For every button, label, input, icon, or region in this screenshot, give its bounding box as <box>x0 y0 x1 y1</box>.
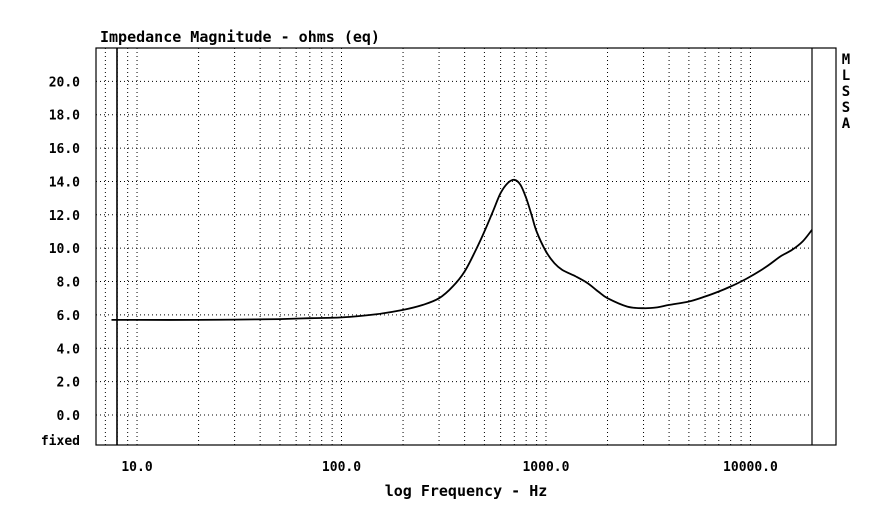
y-tick-label: 18.0 <box>49 109 80 124</box>
x-tick-label: 1000.0 <box>522 460 569 475</box>
y-tick-label: 16.0 <box>49 142 80 157</box>
x-tick-label: 100.0 <box>322 460 361 475</box>
y-tick-labels: 0.0 2.0 4.0 6.0 8.0 10.0 12.0 14.0 16.0 18.0 20.0 <box>49 75 80 424</box>
y-tick-label: 6.0 <box>57 309 81 324</box>
impedance-series-line <box>111 178 813 321</box>
plot-frame <box>95 47 837 446</box>
x-axis-label: log Frequency - Hz <box>385 482 548 500</box>
y-tick-label: 8.0 <box>57 276 81 291</box>
x-tick-label: 10000.0 <box>723 460 778 475</box>
y-tick-label: 12.0 <box>49 209 80 224</box>
side-label-letter: L <box>842 68 850 84</box>
chart-title: Impedance Magnitude - ohms (eq) <box>100 28 380 46</box>
x-tick-labels: 10.0 100.0 1000.0 10000.0 <box>121 460 778 475</box>
y-tick-label: 2.0 <box>57 376 81 391</box>
y-tick-label: 20.0 <box>49 75 80 90</box>
y-tick-label: 10.0 <box>49 242 80 257</box>
y-tick-label: 0.0 <box>57 409 81 424</box>
chart-grid <box>96 48 813 445</box>
y-tick-label: 4.0 <box>57 342 81 357</box>
x-tick-label: 10.0 <box>121 460 152 475</box>
y-tick-label-fixed: fixed <box>41 434 80 449</box>
side-label-letter: M <box>842 52 850 68</box>
y-tick-label: 14.0 <box>49 175 80 190</box>
side-label-letter: A <box>842 116 851 132</box>
side-label-letter: S <box>842 100 850 116</box>
side-label-letter: S <box>842 84 850 100</box>
